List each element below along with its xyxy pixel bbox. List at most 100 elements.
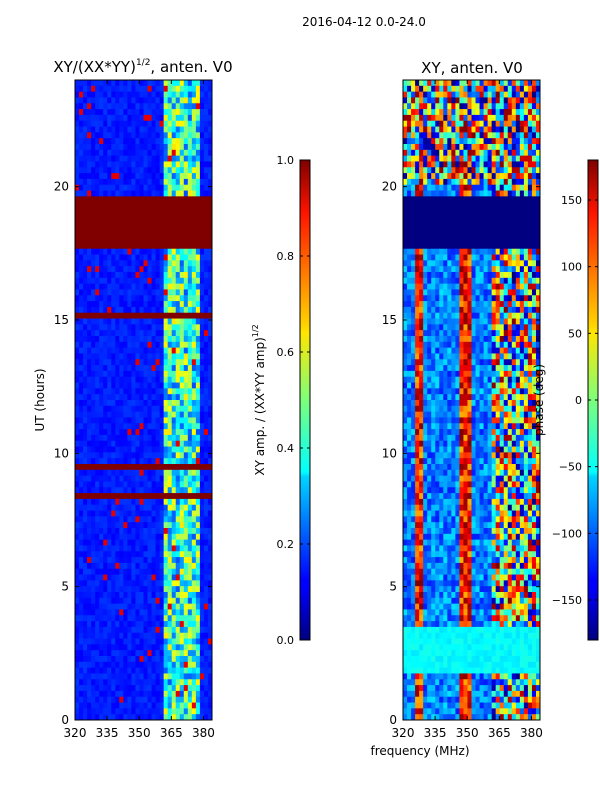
heatmap-cell	[499, 109, 505, 116]
heatmap-cell	[91, 365, 96, 372]
heatmap-cell	[99, 440, 104, 447]
heatmap-cell	[175, 155, 181, 162]
heatmap-cell	[115, 196, 120, 203]
heatmap-cell	[99, 568, 104, 575]
heatmap-cell	[111, 586, 116, 593]
heatmap-cell	[151, 336, 156, 343]
heatmap-cell	[87, 685, 92, 692]
heatmap-cell	[75, 708, 80, 715]
heatmap-cell	[123, 225, 128, 232]
heatmap-cell	[207, 458, 213, 465]
heatmap-cell	[111, 580, 116, 587]
heatmap-cell	[123, 289, 128, 296]
heatmap-cell	[527, 126, 533, 133]
heatmap-cell	[75, 109, 80, 116]
heatmap-cell	[175, 644, 181, 651]
heatmap-cell	[79, 562, 84, 570]
heatmap-cell	[99, 376, 104, 383]
heatmap-cell	[535, 184, 541, 191]
heatmap-cell	[75, 557, 80, 564]
heatmap-cell	[83, 312, 88, 319]
heatmap-cell	[75, 347, 80, 354]
heatmap-cell	[99, 196, 104, 203]
heatmap-cell	[127, 161, 132, 168]
heatmap-cell	[427, 161, 432, 168]
heatmap-cell	[115, 161, 120, 168]
heatmap-cell	[179, 615, 185, 622]
heatmap-cell	[179, 318, 185, 325]
heatmap-cell	[195, 208, 201, 215]
heatmap-cell	[199, 580, 205, 587]
heatmap-cell	[119, 196, 124, 203]
heatmap-cell	[199, 144, 205, 151]
heatmap-cell	[131, 493, 136, 500]
heatmap-cell	[107, 568, 112, 575]
heatmap-cell	[467, 103, 472, 110]
heatmap-cell	[159, 219, 165, 226]
heatmap-cell	[91, 464, 96, 471]
heatmap-cell	[135, 80, 140, 87]
heatmap-cell	[119, 336, 124, 343]
heatmap-cell	[415, 178, 420, 186]
heatmap-cell	[79, 301, 84, 308]
heatmap-cell	[203, 493, 209, 500]
heatmap-cell	[119, 464, 124, 471]
heatmap-cell	[431, 242, 436, 250]
heatmap-cell	[139, 394, 144, 401]
heatmap-cell	[435, 277, 440, 285]
heatmap-cell	[135, 516, 140, 523]
heatmap-cell	[159, 603, 165, 610]
heatmap-cell	[455, 178, 460, 186]
heatmap-cell	[463, 190, 468, 197]
heatmap-cell	[83, 632, 88, 639]
heatmap-cell	[411, 103, 416, 110]
heatmap-cell	[527, 161, 533, 168]
heatmap-cell	[455, 132, 460, 139]
heatmap-cell	[403, 85, 408, 93]
heatmap-cell	[195, 714, 201, 721]
heatmap-cell	[103, 516, 108, 523]
heatmap-cell	[415, 155, 420, 162]
heatmap-cell	[155, 283, 161, 290]
heatmap-cell	[191, 469, 197, 477]
heatmap-cell	[203, 120, 209, 127]
heatmap-cell	[83, 696, 88, 703]
heatmap-cell	[515, 213, 521, 221]
heatmap-cell	[79, 539, 84, 546]
heatmap-cell	[455, 149, 460, 157]
heatmap-cell	[467, 184, 472, 191]
heatmap-cell	[167, 167, 173, 174]
heatmap-cell	[127, 714, 132, 721]
heatmap-cell	[495, 242, 501, 250]
heatmap-cell	[187, 144, 193, 151]
heatmap-cell	[467, 85, 472, 93]
heatmap-cell	[79, 225, 84, 232]
heatmap-cell	[147, 656, 152, 663]
heatmap-cell	[167, 359, 173, 366]
heatmap-cell	[87, 196, 92, 203]
heatmap-cell	[151, 184, 156, 191]
heatmap-cell	[179, 440, 185, 447]
heatmap-cell	[107, 405, 112, 413]
heatmap-cell	[127, 539, 132, 546]
heatmap-cell	[163, 690, 169, 698]
heatmap-cell	[95, 353, 100, 360]
heatmap-cell	[103, 434, 108, 442]
heatmap-cell	[535, 277, 541, 285]
heatmap-cell	[83, 295, 88, 302]
heatmap-cell	[171, 167, 177, 174]
heatmap-cell	[151, 597, 156, 605]
heatmap-cell	[159, 114, 165, 122]
heatmap-cell	[131, 272, 136, 279]
heatmap-cell	[495, 184, 501, 191]
heatmap-cell	[527, 138, 533, 145]
heatmap-cell	[135, 202, 140, 209]
heatmap-cell	[175, 621, 181, 628]
heatmap-cell	[99, 621, 104, 628]
heatmap-cell	[143, 359, 148, 366]
heatmap-cell	[531, 266, 537, 273]
heatmap-cell	[535, 149, 541, 157]
heatmap-cell	[455, 155, 460, 162]
heatmap-cell	[495, 272, 501, 279]
heatmap-cell	[131, 440, 136, 447]
